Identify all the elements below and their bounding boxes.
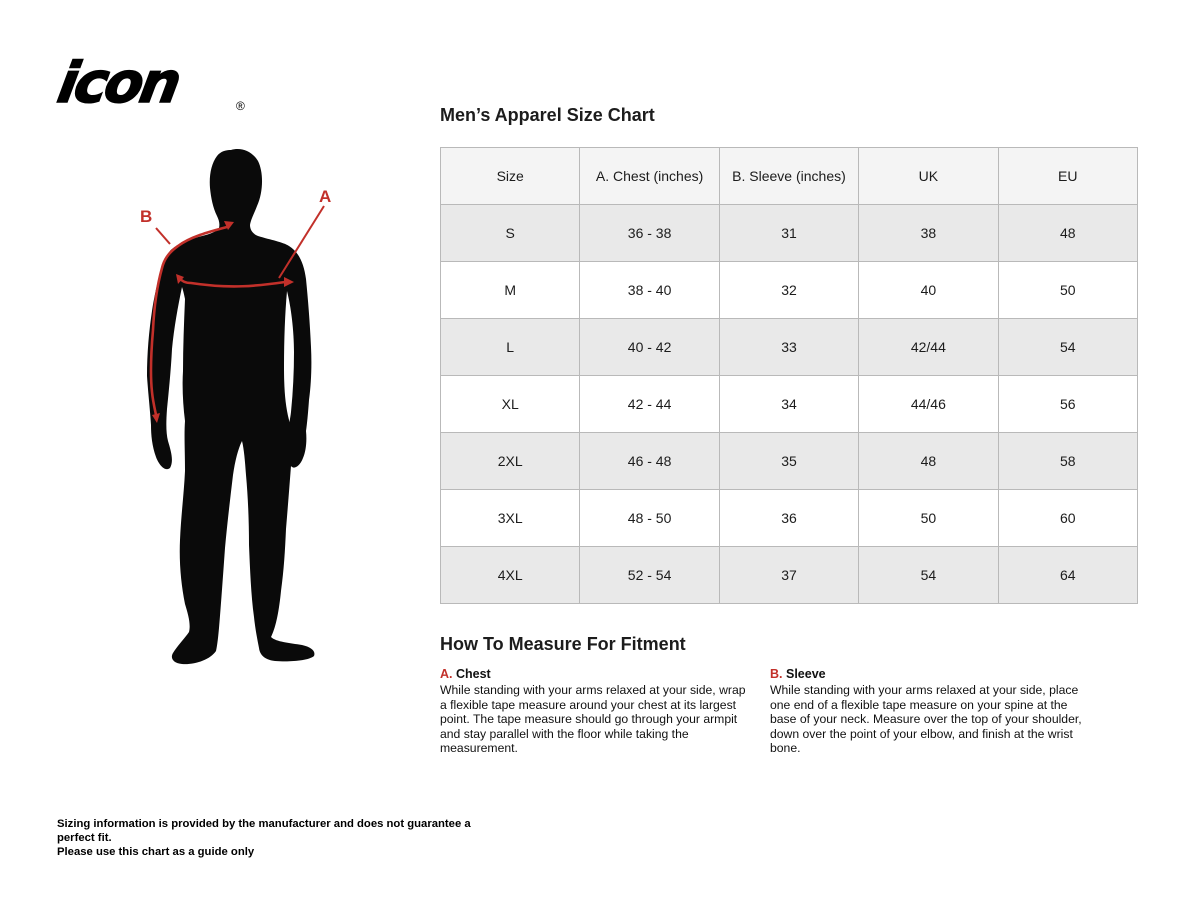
- table-row: S 36 - 38 31 38 48: [439, 204, 1139, 262]
- sleeve-arrow-wrist-icon: [152, 413, 160, 423]
- measure-guide-title: How To Measure For Fitment: [440, 634, 686, 654]
- sleeve-arrow-neck-icon: [224, 221, 234, 230]
- section-name-chest: Chest: [455, 667, 491, 681]
- disclaimer-line-2: Please use this chart as a guide only: [57, 846, 255, 858]
- chest-cell: 52 - 54: [579, 546, 720, 604]
- chest-cell: 36 - 38: [579, 204, 720, 262]
- chest-measure-line: [177, 276, 287, 288]
- uk-cell: 42/44: [858, 318, 999, 376]
- column-header-eu: EU: [997, 147, 1139, 205]
- table-row: M 38 - 40 32 40 50: [439, 261, 1139, 319]
- column-header-size: Size: [439, 147, 581, 205]
- uk-cell: 44/46: [858, 375, 999, 433]
- size-cell: 3XL: [439, 489, 581, 547]
- measure-guide-columns: A. Chest While standing with your arms r…: [440, 667, 1138, 756]
- eu-cell: 64: [997, 546, 1139, 604]
- sizing-disclaimer: Sizing information is provided by the ma…: [57, 817, 477, 859]
- uk-cell: 54: [858, 546, 999, 604]
- sleeve-cell: 37: [718, 546, 860, 604]
- sleeve-cell: 36: [718, 489, 860, 547]
- registered-mark-icon: ®: [236, 99, 245, 113]
- table-row: L 40 - 42 33 42/44 54: [439, 318, 1139, 376]
- sleeve-cell: 33: [718, 318, 860, 376]
- section-letter-b: B.: [770, 667, 783, 681]
- eu-cell: 50: [997, 261, 1139, 319]
- icon-logo-text: icon: [53, 54, 183, 116]
- eu-cell: 54: [997, 318, 1139, 376]
- chest-arrow-right-icon: [284, 277, 294, 287]
- eu-cell: 48: [997, 204, 1139, 262]
- uk-cell: 38: [858, 204, 999, 262]
- sleeve-cell: 34: [718, 375, 860, 433]
- figure-label-b: B: [140, 207, 152, 226]
- column-header-chest: A. Chest (inches): [579, 147, 720, 205]
- size-chart-table: Size A. Chest (inches) B. Sleeve (inches…: [439, 147, 1139, 604]
- label-b-leader-line: [155, 227, 171, 245]
- measure-section-chest-text: While standing with your arms relaxed at…: [440, 683, 746, 756]
- chest-cell: 40 - 42: [579, 318, 720, 376]
- measure-section-sleeve-text: While standing with your arms relaxed at…: [770, 683, 1082, 756]
- size-cell: M: [439, 261, 581, 319]
- size-cell: 2XL: [439, 432, 581, 490]
- size-chart-title: Men’s Apparel Size Chart: [440, 105, 655, 125]
- measure-section-chest: A. Chest While standing with your arms r…: [440, 667, 752, 756]
- eu-cell: 58: [997, 432, 1139, 490]
- table-row: XL 42 - 44 34 44/46 56: [439, 375, 1139, 433]
- measure-section-sleeve-label: B. Sleeve: [770, 667, 1088, 681]
- content-column: Men’s Apparel Size Chart Size A. Chest (…: [439, 105, 1139, 756]
- chest-cell: 42 - 44: [579, 375, 720, 433]
- chest-arrow-left-icon: [176, 274, 184, 284]
- figure-label-a: A: [319, 187, 331, 206]
- size-cell: 4XL: [439, 546, 581, 604]
- section-name-sleeve: Sleeve: [785, 667, 826, 681]
- table-row: 4XL 52 - 54 37 54 64: [439, 546, 1139, 604]
- eu-cell: 56: [997, 375, 1139, 433]
- section-letter-a: A.: [440, 667, 453, 681]
- measure-section-chest-label: A. Chest: [440, 667, 752, 681]
- sleeve-measure-line: [149, 225, 229, 417]
- male-silhouette-shape: [147, 149, 315, 665]
- table-row: 2XL 46 - 48 35 48 58: [439, 432, 1139, 490]
- uk-cell: 40: [858, 261, 999, 319]
- table-row: 3XL 48 - 50 36 50 60: [439, 489, 1139, 547]
- icon-logo: icon ®: [52, 51, 245, 117]
- measure-section-sleeve: B. Sleeve While standing with your arms …: [770, 667, 1088, 756]
- chest-cell: 38 - 40: [579, 261, 720, 319]
- eu-cell: 60: [997, 489, 1139, 547]
- header-row: Size A. Chest (inches) B. Sleeve (inches…: [439, 147, 1139, 205]
- label-a-leader-line: [278, 205, 325, 279]
- size-cell: L: [439, 318, 581, 376]
- body-silhouette: A B: [140, 149, 331, 665]
- column-header-uk: UK: [858, 147, 999, 205]
- sleeve-cell: 32: [718, 261, 860, 319]
- uk-cell: 50: [858, 489, 999, 547]
- chest-cell: 48 - 50: [579, 489, 720, 547]
- column-header-sleeve: B. Sleeve (inches): [718, 147, 860, 205]
- sleeve-cell: 35: [718, 432, 860, 490]
- disclaimer-line-1: Sizing information is provided by the ma…: [57, 818, 471, 844]
- sleeve-cell: 31: [718, 204, 860, 262]
- brand-logo: icon ®: [50, 51, 260, 117]
- uk-cell: 48: [858, 432, 999, 490]
- size-cell: XL: [439, 375, 581, 433]
- chest-cell: 46 - 48: [579, 432, 720, 490]
- size-cell: S: [439, 204, 581, 262]
- measurement-figure: A B: [138, 148, 340, 666]
